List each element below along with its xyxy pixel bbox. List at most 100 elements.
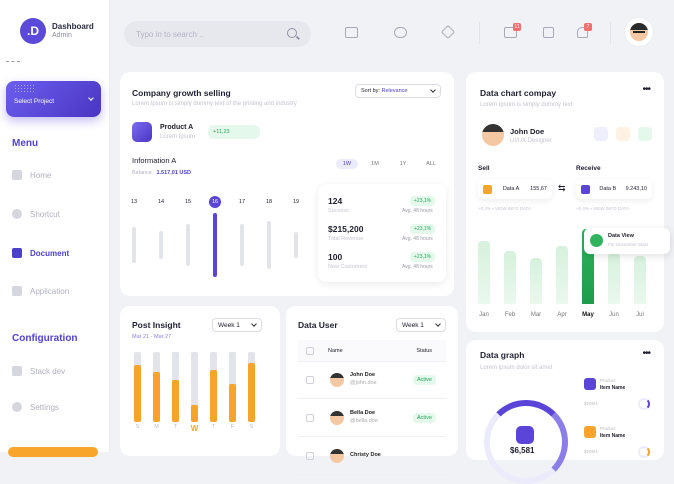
insight-title: Post Insight bbox=[132, 320, 181, 330]
month-bar bbox=[556, 245, 568, 304]
sidebar-item-stack-dev[interactable]: Stack dev bbox=[12, 366, 65, 376]
product-icon bbox=[132, 122, 152, 142]
day-label[interactable]: 17 bbox=[238, 199, 246, 205]
user-card-icon[interactable] bbox=[543, 27, 554, 38]
sell-label: Sell bbox=[478, 165, 490, 172]
product-name: Product A bbox=[160, 124, 194, 131]
stat-label: New Customers bbox=[328, 264, 368, 270]
brand-subtitle: Admin bbox=[52, 32, 72, 39]
graph-subtitle: Lorem ipsum dolor sit amet bbox=[480, 365, 553, 371]
person-role: UI/UX Designer bbox=[510, 138, 552, 144]
day-bar bbox=[159, 230, 163, 260]
menu-title: Menu bbox=[12, 138, 39, 149]
tab-1w[interactable]: 1W bbox=[336, 159, 358, 169]
insight-day-label: T bbox=[211, 424, 216, 430]
day-bar bbox=[240, 224, 244, 266]
item-value: $20M1 bbox=[584, 401, 598, 406]
stat-hint: Avg. 48 hours bbox=[402, 264, 433, 270]
select-all-checkbox[interactable] bbox=[306, 346, 314, 355]
day-bar bbox=[294, 232, 298, 258]
sidebar-item-label: Stack dev bbox=[30, 366, 66, 376]
sidebar-item-document[interactable]: Document bbox=[12, 248, 69, 258]
chevron-down-icon bbox=[435, 321, 441, 327]
gear-icon bbox=[12, 402, 22, 412]
insight-week-value: Week 1 bbox=[218, 321, 240, 329]
sort-label-wrap: Sort by: Relevance bbox=[361, 88, 407, 94]
user-avatar bbox=[330, 411, 344, 425]
day-label[interactable]: 16 bbox=[209, 196, 221, 208]
sidebar-item-label: Document bbox=[30, 248, 70, 258]
user-info: John Doe @john.doe bbox=[350, 372, 377, 387]
row-checkbox[interactable] bbox=[306, 414, 314, 422]
data-b-chip[interactable]: Data B 9.243,10 bbox=[576, 179, 652, 199]
more-icon[interactable]: ••• bbox=[642, 348, 650, 359]
row-checkbox[interactable] bbox=[306, 376, 314, 384]
graph-title: Data graph bbox=[480, 350, 525, 360]
user-avatar[interactable] bbox=[624, 17, 654, 47]
users-title: Data User bbox=[298, 320, 338, 330]
search-icon[interactable] bbox=[287, 28, 297, 38]
person-avatar bbox=[482, 124, 504, 146]
insight-week-dropdown[interactable]: Week 1 bbox=[212, 318, 262, 332]
window-icon[interactable] bbox=[345, 27, 358, 38]
bell-icon[interactable]: 7 bbox=[577, 23, 592, 38]
stat-hint: Avg. 48 hours bbox=[402, 236, 433, 242]
datachart-title: Data chart compay bbox=[480, 88, 557, 98]
day-label[interactable]: 18 bbox=[265, 199, 273, 205]
person-name: John Doe bbox=[510, 127, 545, 136]
table-row[interactable]: Christy Doe bbox=[298, 438, 446, 475]
month-bar bbox=[608, 252, 620, 304]
brand-logo: .D bbox=[20, 18, 46, 44]
sort-label: Sort by: bbox=[361, 88, 380, 94]
insight-bar bbox=[229, 383, 236, 422]
data-a-chip[interactable]: Data A 155,67 bbox=[478, 179, 552, 199]
day-label[interactable]: 13 bbox=[130, 199, 138, 205]
insight-bar bbox=[172, 380, 179, 422]
layers-icon[interactable] bbox=[440, 24, 456, 40]
more-icon[interactable]: ••• bbox=[642, 84, 650, 95]
user-avatar bbox=[330, 449, 344, 463]
mail-icon[interactable]: 11 bbox=[504, 23, 521, 38]
search-input[interactable]: Typo in to search .. bbox=[124, 21, 311, 47]
search-placeholder: Typo in to search .. bbox=[136, 29, 204, 39]
video-icon[interactable] bbox=[616, 127, 630, 141]
insight-day-label: F bbox=[230, 424, 235, 430]
divider bbox=[479, 22, 480, 44]
upgrade-button[interactable] bbox=[8, 447, 98, 457]
table-row[interactable]: John Doe @john.doe Active bbox=[298, 362, 446, 399]
chevron-down-icon bbox=[251, 321, 257, 327]
data-b-label: Data B bbox=[599, 186, 617, 192]
tab-1m[interactable]: 1M bbox=[371, 161, 379, 167]
sidebar-item-shortcut[interactable]: Shortcut bbox=[12, 209, 60, 219]
tab-all[interactable]: ALL bbox=[426, 161, 436, 167]
users-week-dropdown[interactable]: Week 1 bbox=[396, 318, 446, 332]
sort-dropdown[interactable]: Sort by: Relevance bbox=[355, 84, 441, 98]
sidebar-item-application[interactable]: Application bbox=[12, 286, 69, 296]
swap-icon[interactable]: ⇆ bbox=[558, 183, 566, 193]
month-label: Jan bbox=[479, 312, 489, 318]
day-label[interactable]: 15 bbox=[184, 199, 192, 205]
balance-row: Balance : 1.517,01 USD bbox=[132, 170, 191, 176]
sidebar-item-settings[interactable]: Settings bbox=[12, 402, 59, 412]
row-checkbox[interactable] bbox=[306, 452, 314, 460]
sidebar-item-home[interactable]: Home bbox=[12, 170, 51, 180]
product-icon bbox=[584, 378, 596, 390]
product-change-badge: +11,23 bbox=[208, 125, 260, 139]
call-icon[interactable] bbox=[594, 127, 608, 141]
day-label[interactable]: 14 bbox=[157, 199, 165, 205]
user-name: Bella Doe bbox=[350, 410, 376, 417]
graph-total: $6,581 bbox=[510, 446, 535, 455]
grid-icon bbox=[12, 286, 22, 296]
day-label[interactable]: 19 bbox=[292, 199, 300, 205]
server-icon[interactable] bbox=[394, 27, 407, 38]
data-a-label: Data A bbox=[502, 186, 520, 192]
table-row[interactable]: Bella Doe @bella.doe Active bbox=[298, 400, 446, 437]
tab-1y[interactable]: 1Y bbox=[399, 161, 407, 167]
select-project-button[interactable]: Select Project bbox=[6, 81, 101, 117]
chat-icon[interactable] bbox=[638, 127, 652, 141]
product-sub: Lorem Ipsum bbox=[160, 134, 196, 140]
month-label: Mar bbox=[530, 312, 542, 318]
range-tabs: 1W 1M 1Y ALL bbox=[336, 159, 442, 169]
users-table-header: Name Status bbox=[298, 340, 446, 362]
tooltip-icon bbox=[590, 234, 603, 247]
